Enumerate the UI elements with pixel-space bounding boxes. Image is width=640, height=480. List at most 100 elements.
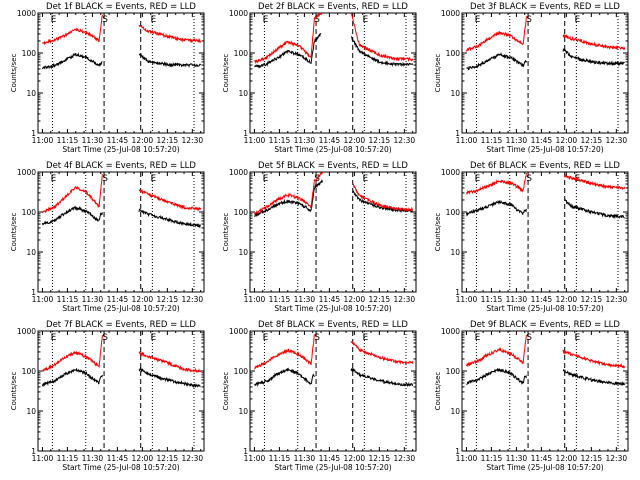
- y-tick-label: 100: [234, 367, 249, 376]
- marker-letter-e: E: [263, 333, 269, 343]
- panel-3: Det 3f BLACK = Events, RED = LLD 1000 100 1…: [434, 2, 629, 154]
- x-tick-label: 11:15: [57, 136, 79, 145]
- marker-letter-e: E: [151, 15, 157, 25]
- y-tick-label: 10: [450, 407, 460, 416]
- events-series-line: [41, 367, 201, 389]
- x-tick-label: 12:15: [581, 454, 603, 463]
- marker-letter-e: E: [151, 333, 157, 343]
- panel-9: Det 9f BLACK = Events, RED = LLD 1000 100 1…: [434, 320, 629, 472]
- plot-frame: [461, 171, 629, 293]
- y-axis-label: Counts/sec: [10, 372, 18, 411]
- x-tick-label: 12:00: [556, 454, 578, 463]
- y-tick-label: 10: [238, 89, 248, 98]
- marker-letter-e: E: [263, 174, 269, 184]
- x-tick-label: 11:45: [531, 454, 553, 463]
- y-tick-label: 100: [22, 208, 37, 217]
- x-tick-label: 11:15: [269, 295, 291, 304]
- marker-letter-e: E: [475, 15, 481, 25]
- y-tick-label: 100: [22, 367, 37, 376]
- x-axis-label: Start Time (25-Jul-08 10:57:20): [62, 463, 179, 472]
- y-axis-label: Counts/sec: [10, 54, 18, 93]
- x-tick-label: 12:30: [606, 454, 628, 463]
- panel-1: Det 1f BLACK = Events, RED = LLD 1000 100 1…: [10, 2, 205, 154]
- panel-6: Det 6f BLACK = Events, RED = LLD 1000 100 1…: [434, 161, 629, 313]
- x-tick-label: 12:15: [581, 136, 603, 145]
- plot-frame: [249, 12, 417, 134]
- y-axis-label: Counts/sec: [10, 213, 18, 252]
- panel-title: Det 2f BLACK = Events, RED = LLD: [258, 2, 408, 12]
- panel-7: Det 7f BLACK = Events, RED = LLD 1000 100 1…: [10, 320, 205, 472]
- y-tick-label: 1000: [17, 9, 36, 18]
- y-tick-label: 1000: [17, 168, 36, 177]
- y-tick-label: 100: [446, 367, 461, 376]
- y-tick-label: 1000: [229, 9, 248, 18]
- x-tick-label: 11:00: [244, 136, 266, 145]
- panel-title: Det 4f BLACK = Events, RED = LLD: [46, 161, 196, 171]
- x-tick-label: 12:00: [132, 136, 154, 145]
- x-tick-label: 11:30: [294, 136, 316, 145]
- y-tick-label: 1: [455, 288, 460, 297]
- x-tick-label: 11:45: [107, 136, 129, 145]
- marker-letter-s: S: [526, 174, 532, 184]
- x-tick-label: 11:30: [506, 454, 528, 463]
- x-tick-label: 11:45: [319, 295, 341, 304]
- x-axis-label: Start Time (25-Jul-08 10:57:20): [486, 145, 603, 154]
- x-tick-label: 12:30: [182, 454, 204, 463]
- panel-title: Det 7f BLACK = Events, RED = LLD: [46, 320, 196, 330]
- events-series-line: [466, 46, 625, 71]
- x-tick-label: 11:15: [481, 136, 503, 145]
- x-tick-label: 11:15: [269, 454, 291, 463]
- y-tick-label: 10: [450, 248, 460, 257]
- marker-letter-s: S: [526, 333, 532, 343]
- y-tick-label: 1000: [441, 168, 460, 177]
- marker-letter-s: S: [102, 15, 108, 25]
- x-tick-label: 12:00: [344, 136, 366, 145]
- x-tick-label: 11:00: [456, 454, 478, 463]
- x-tick-label: 11:00: [32, 454, 54, 463]
- x-tick-label: 12:15: [369, 136, 391, 145]
- y-tick-label: 1000: [17, 327, 36, 336]
- y-tick-label: 1: [31, 447, 36, 456]
- x-tick-label: 12:30: [394, 295, 416, 304]
- x-tick-label: 11:15: [481, 454, 503, 463]
- marker-letter-e: E: [363, 333, 369, 343]
- x-tick-label: 11:00: [32, 136, 54, 145]
- x-tick-label: 12:00: [344, 454, 366, 463]
- y-axis-label: Counts/sec: [434, 213, 442, 252]
- lld-series-line: [42, 14, 202, 46]
- y-axis-label: Counts/sec: [222, 213, 230, 252]
- y-axis-label: Counts/sec: [434, 54, 442, 93]
- x-tick-label: 11:00: [456, 136, 478, 145]
- marker-letter-s: S: [314, 15, 320, 25]
- marker-letter-e: E: [51, 333, 57, 343]
- lld-series-line: [465, 172, 626, 196]
- panel-title: Det 8f BLACK = Events, RED = LLD: [258, 320, 408, 330]
- plot-frame: [249, 171, 417, 293]
- marker-letter-e: E: [475, 333, 481, 343]
- x-tick-label: 11:15: [57, 295, 79, 304]
- x-tick-label: 11:15: [57, 454, 79, 463]
- x-tick-label: 12:30: [394, 454, 416, 463]
- y-tick-label: 100: [234, 49, 249, 58]
- events-series-line: [254, 33, 414, 69]
- x-tick-label: 12:00: [132, 295, 154, 304]
- marker-letter-s: S: [102, 174, 108, 184]
- y-tick-label: 10: [238, 407, 248, 416]
- x-axis-label: Start Time (25-Jul-08 10:57:20): [62, 145, 179, 154]
- x-tick-label: 12:00: [132, 454, 154, 463]
- marker-letter-e: E: [151, 174, 157, 184]
- plot-frame: [461, 330, 629, 452]
- events-series-line: [254, 367, 414, 388]
- y-tick-label: 100: [234, 208, 249, 217]
- panel-2: Det 2f BLACK = Events, RED = LLD 1000 100 1…: [222, 2, 417, 154]
- y-axis-label: Counts/sec: [222, 372, 230, 411]
- x-tick-label: 12:00: [556, 136, 578, 145]
- plot-frame: [37, 12, 205, 134]
- panel-title: Det 5f BLACK = Events, RED = LLD: [258, 161, 408, 171]
- x-tick-label: 11:30: [506, 136, 528, 145]
- plot-frame: [461, 12, 629, 134]
- events-series-line: [465, 198, 625, 220]
- x-tick-label: 12:15: [369, 454, 391, 463]
- y-tick-label: 1: [31, 288, 36, 297]
- marker-letter-e: E: [363, 15, 369, 25]
